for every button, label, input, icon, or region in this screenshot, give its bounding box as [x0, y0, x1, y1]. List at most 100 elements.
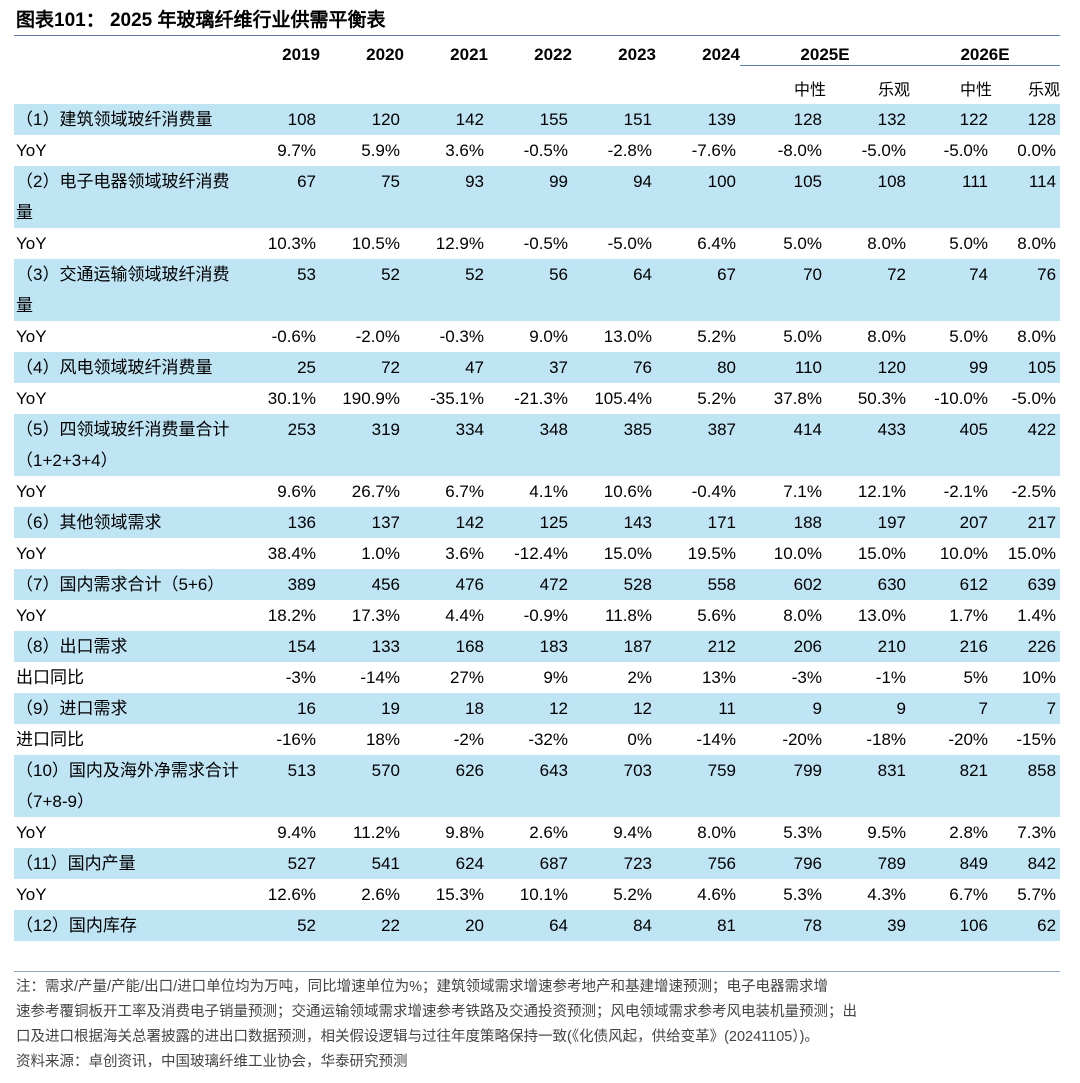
- row-value: 210: [826, 631, 911, 662]
- row-value: 139: [656, 104, 740, 135]
- row-value: 16: [246, 693, 320, 724]
- row-value: 190.9%: [320, 383, 404, 414]
- row-value: 15.0%: [826, 538, 911, 569]
- row-value: 639: [992, 569, 1061, 600]
- row-value: 39: [826, 910, 911, 941]
- row-value: 64: [488, 910, 572, 941]
- row-value: 472: [488, 569, 572, 600]
- row-value: 433: [826, 414, 911, 476]
- row-value: -0.4%: [656, 476, 740, 507]
- row-value: 5.2%: [572, 879, 656, 910]
- row-value: 8.0%: [992, 321, 1061, 352]
- row-label: YoY: [14, 600, 246, 631]
- row-label: YoY: [14, 817, 246, 848]
- row-value: 9: [740, 693, 826, 724]
- row-value: 630: [826, 569, 911, 600]
- row-value: 15.0%: [572, 538, 656, 569]
- row-value: 9.4%: [572, 817, 656, 848]
- row-value: 108: [246, 104, 320, 135]
- row-value: 334: [404, 414, 488, 476]
- row-value: 78: [740, 910, 826, 941]
- row-value: 12.9%: [404, 228, 488, 259]
- row-value: 67: [246, 166, 320, 228]
- row-value: 52: [404, 259, 488, 321]
- row-value: 858: [992, 755, 1061, 817]
- row-value: 53: [246, 259, 320, 321]
- row-value: 64: [572, 259, 656, 321]
- header-year: 2021: [450, 45, 488, 64]
- row-value: -2.5%: [992, 476, 1061, 507]
- row-value: 108: [826, 166, 911, 228]
- top-rule: [14, 35, 1060, 36]
- row-value: -35.1%: [404, 383, 488, 414]
- row-value: 52: [246, 910, 320, 941]
- row-value: 10.0%: [910, 538, 993, 569]
- row-label: 进口同比: [14, 724, 246, 755]
- row-label: （3）交通运输领域玻纤消费量: [14, 259, 246, 321]
- row-value: -7.6%: [656, 135, 740, 166]
- row-value: 12.1%: [826, 476, 911, 507]
- row-value: 8.0%: [992, 228, 1061, 259]
- row-value: 319: [320, 414, 404, 476]
- row-value: 30.1%: [246, 383, 320, 414]
- row-value: 10.6%: [572, 476, 656, 507]
- row-value: 0%: [572, 724, 656, 755]
- row-value: 7: [992, 693, 1061, 724]
- row-label: YoY: [14, 383, 246, 414]
- row-value: -3%: [740, 662, 826, 693]
- row-value: 17.3%: [320, 600, 404, 631]
- row-value: 5.9%: [320, 135, 404, 166]
- row-value: 7.3%: [992, 817, 1061, 848]
- row-value: 142: [404, 507, 488, 538]
- row-value: 94: [572, 166, 656, 228]
- row-value: 56: [488, 259, 572, 321]
- row-value: 570: [320, 755, 404, 817]
- row-value: 5.7%: [992, 879, 1061, 910]
- row-value: 110: [740, 352, 826, 383]
- row-value: 11: [656, 693, 740, 724]
- table-row: （5）四领域玻纤消费量合计（1+2+3+4） 253 319 334 348 385 387…: [14, 414, 1061, 476]
- row-value: 216: [910, 631, 993, 662]
- row-value: 5.3%: [740, 817, 826, 848]
- row-value: 187: [572, 631, 656, 662]
- row-value: 183: [488, 631, 572, 662]
- table-row: YoY 10.3% 10.5% 12.9% -0.5% -5.0% 6.4% 5.0% 8.0%…: [14, 228, 1061, 259]
- row-value: 796: [740, 848, 826, 879]
- row-value: 9.8%: [404, 817, 488, 848]
- row-label: YoY: [14, 476, 246, 507]
- row-value: 476: [404, 569, 488, 600]
- row-value: 99: [488, 166, 572, 228]
- row-value: 0.0%: [992, 135, 1061, 166]
- row-value: 76: [572, 352, 656, 383]
- row-value: 137: [320, 507, 404, 538]
- row-value: 849: [910, 848, 993, 879]
- row-value: 25: [246, 352, 320, 383]
- row-value: 128: [992, 104, 1061, 135]
- row-value: 5.2%: [656, 383, 740, 414]
- row-value: 387: [656, 414, 740, 476]
- row-value: -15%: [992, 724, 1061, 755]
- row-label: （6）其他领域需求: [14, 507, 246, 538]
- row-value: 6.4%: [656, 228, 740, 259]
- row-value: -5.0%: [572, 228, 656, 259]
- row-value: 528: [572, 569, 656, 600]
- row-value: 9.7%: [246, 135, 320, 166]
- table-row: （4）风电领域玻纤消费量 25 72 47 37 76 80 110 120 99 105: [14, 352, 1061, 383]
- header-year: 2022: [534, 45, 572, 64]
- row-value: -2.8%: [572, 135, 656, 166]
- header-group-2026-label: 2026E: [910, 45, 1061, 66]
- row-value: 2.8%: [910, 817, 993, 848]
- row-value: 5.0%: [740, 321, 826, 352]
- row-value: 18%: [320, 724, 404, 755]
- table-row: YoY -0.6% -2.0% -0.3% 9.0% 13.0% 5.2% 5.0% 8.0% 5…: [14, 321, 1061, 352]
- row-value: 11.2%: [320, 817, 404, 848]
- row-value: 12: [488, 693, 572, 724]
- table-row: YoY 9.7% 5.9% 3.6% -0.5% -2.8% -7.6% -8.0% -5.0%…: [14, 135, 1061, 166]
- row-value: 643: [488, 755, 572, 817]
- row-value: 47: [404, 352, 488, 383]
- row-value: 3.6%: [404, 135, 488, 166]
- row-value: -14%: [656, 724, 740, 755]
- row-value: 50.3%: [826, 383, 911, 414]
- header-sub-neutral: 中性: [960, 82, 993, 99]
- table-row: YoY 9.4% 11.2% 9.8% 2.6% 9.4% 8.0% 5.3% 9.5% 2.8%…: [14, 817, 1061, 848]
